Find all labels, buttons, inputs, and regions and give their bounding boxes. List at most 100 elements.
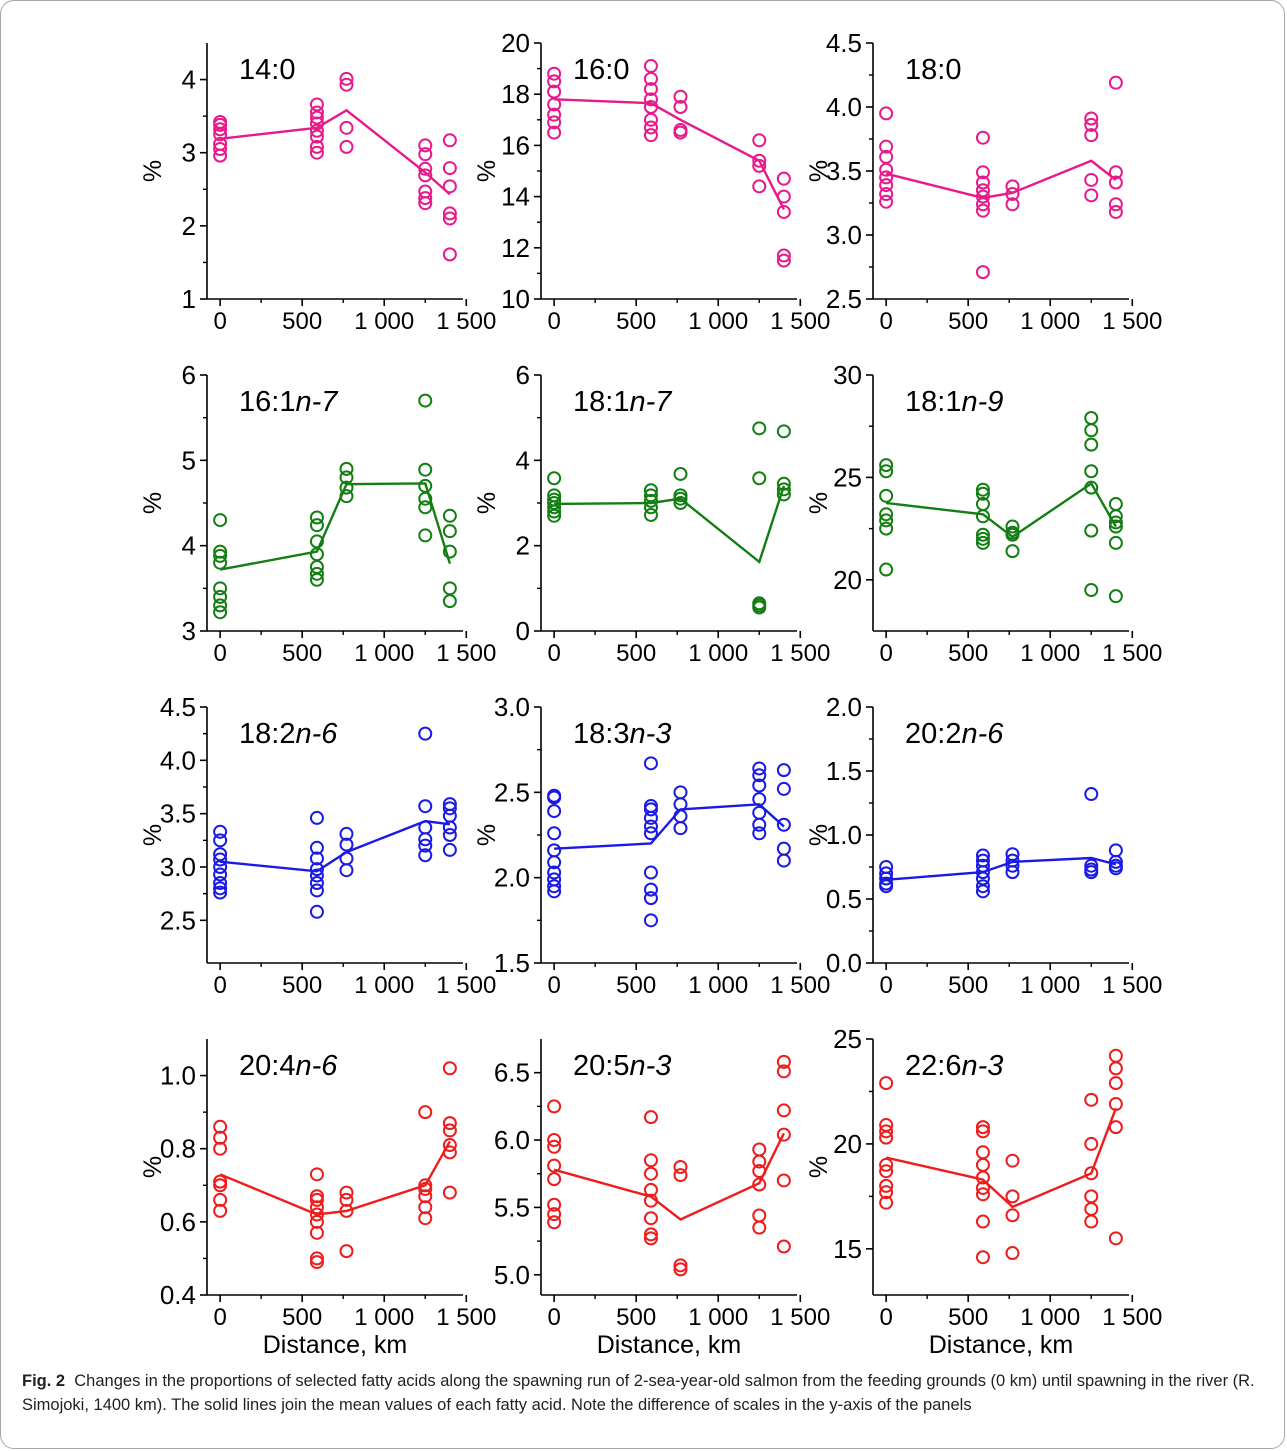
y-axis-label: % [805,492,833,514]
x-tick-label: 0 [213,640,226,667]
x-axis-label: Distance, km [597,1331,741,1359]
data-point [442,828,457,842]
data-point [1084,128,1099,143]
data-point [879,162,894,177]
data-point [309,518,324,533]
y-axis-label: % [139,824,167,846]
data-point [752,1142,767,1157]
x-tick-label: 500 [948,972,988,999]
data-point [339,1185,354,1200]
x-tick-label: 500 [948,1304,988,1331]
data-point [1005,858,1020,873]
data-point [673,496,688,510]
data-point [213,885,228,900]
data-point [643,882,658,897]
panel-title: 20:4n-6 [239,1050,338,1082]
data-point [442,820,457,835]
data-point [643,1193,658,1208]
data-point [643,500,658,515]
x-axis-label: Distance, km [929,1331,1073,1359]
data-point [752,600,767,615]
x-tick-label: 500 [282,640,322,667]
data-point [418,393,433,408]
data-point [309,1167,324,1182]
data-point [975,482,990,497]
data-point [975,1180,990,1195]
y-tick-label: 10 [501,284,530,314]
data-point [442,808,457,823]
data-point [547,504,562,519]
data-point [442,206,457,221]
data-point [547,74,562,89]
x-tick-label: 0 [213,1304,226,1331]
panel-title: 16:0 [573,54,629,86]
y-tick-label: 4.0 [160,745,196,775]
data-point [418,168,433,183]
data-point [213,598,228,613]
data-point [776,1239,791,1254]
caption-text: Changes in the proportions of selected f… [22,1372,1255,1414]
panel-11: 5.0 5.5 6.0 6.5 0 500 1 000 1 500 Distance, km 20… [494,1039,830,1359]
panel-title-suffix: n-7 [295,386,339,418]
data-point [975,535,990,550]
data-point [442,247,457,262]
panel-title: 18:3n-3 [573,718,671,750]
data-point [673,466,688,481]
data-point [339,480,354,495]
data-point [442,1185,457,1200]
x-tick-label: 1 500 [436,308,496,335]
data-point [418,500,433,515]
data-point [547,97,562,112]
mean-line [554,485,786,564]
panel-3: 2.5 3.0 3.5 4.0 4.5 0 500 1 000 1 500% 18:0 [805,28,1162,335]
x-tick-label: 1 000 [354,640,414,667]
data-point [1108,509,1123,524]
data-point [547,125,562,140]
data-point [547,1215,562,1230]
data-point [1005,1246,1020,1261]
x-tick-label: 500 [282,972,322,999]
data-point [752,778,767,793]
panel-title-main: 16:0 [573,54,629,86]
y-tick-label: 20 [501,28,530,58]
data-point [975,130,990,145]
panel-7: 2.5 3.0 3.5 4.0 4.5 0 500 1 000 1 500% 18:2n-6 [139,692,496,999]
data-point [975,884,990,899]
x-tick-label: 500 [616,308,656,335]
y-tick-label: 0.6 [160,1207,196,1237]
data-point [975,175,990,190]
mean-line [554,98,785,210]
y-tick-label: 2 [182,211,196,241]
x-tick-label: 1 500 [770,308,830,335]
data-point [643,865,658,880]
data-point [1108,1076,1123,1091]
data-point [752,1177,767,1192]
data-point [418,1181,433,1196]
data-point [1084,437,1099,452]
y-tick-label: 2.5 [160,905,196,935]
data-point [442,544,457,559]
data-point [339,863,354,878]
y-tick-label: 0.8 [160,1134,196,1164]
x-tick-label: 500 [616,972,656,999]
x-tick-label: 500 [616,1304,656,1331]
data-point [1084,1136,1099,1151]
data-point [1084,1201,1099,1216]
data-point [309,862,324,877]
data-point [776,248,791,263]
data-point [213,876,228,890]
y-tick-label: 3.0 [494,692,530,722]
data-point [442,594,457,609]
data-point [1108,204,1123,219]
data-point [673,809,688,824]
data-point [752,826,767,841]
x-tick-label: 1 000 [688,640,748,667]
panel-title: 18:2n-6 [239,718,338,750]
data-point [1005,197,1020,212]
y-tick-label: 6.0 [494,1125,530,1155]
data-point [643,810,658,825]
data-point [442,508,457,523]
data-point [418,1189,433,1204]
panel-title-suffix: n-3 [629,1050,671,1082]
data-point [547,508,562,523]
